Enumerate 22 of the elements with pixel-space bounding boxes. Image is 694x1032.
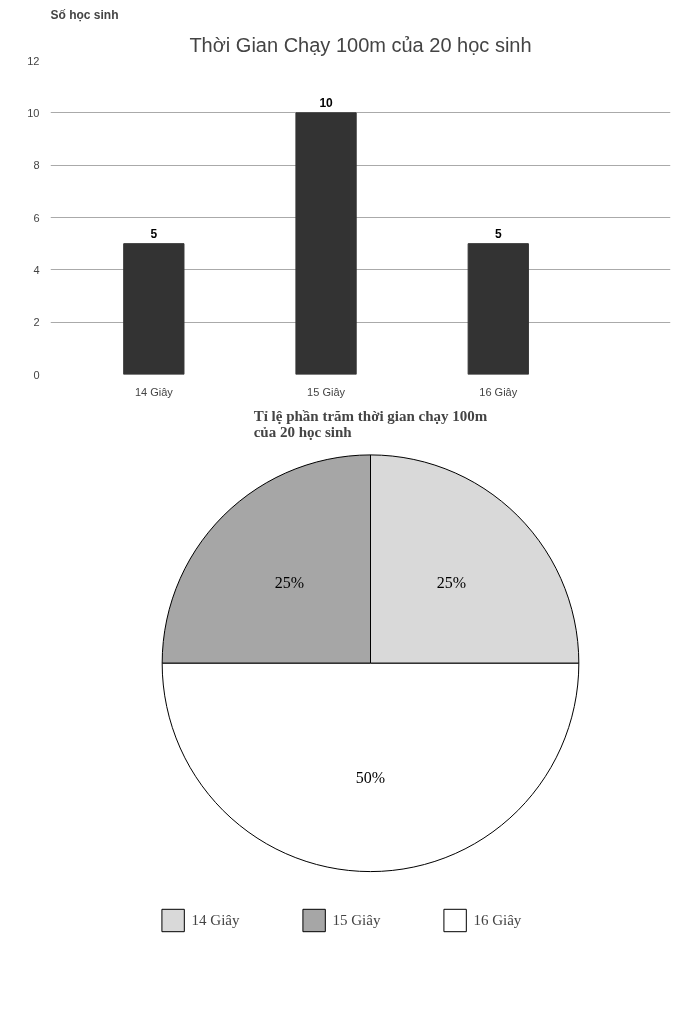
data-label: 5 [150,226,158,241]
y-tick-label: 0 [33,368,40,381]
data-label: 25% [436,573,467,591]
legend-label: 15 Giây [332,911,381,929]
y-tick-label: 12 [27,54,40,67]
y-tick-label: 6 [33,211,40,224]
y-tick-label: 2 [33,316,40,329]
y-tick-label: 4 [33,263,40,276]
x-tick-label: 16 Giây [479,385,518,398]
legend-label: 14 Giây [191,911,240,929]
data-label: 50% [355,769,386,787]
x-tick-label: 15 Giây [307,385,346,398]
data-label: 5 [494,226,502,241]
legend-label: 16 Giây [473,911,522,929]
data-label: 25% [274,573,305,591]
y-tick-label: 10 [27,106,40,119]
data-label: 10 [319,95,334,110]
chart-title: Thời Gian Chạy 100m của 20 học sinh [189,33,532,56]
x-tick-label: 14 Giây [134,385,174,398]
y-tick-label: 8 [33,159,40,172]
chart-title: Tỉ lệ phần trăm thời gian chạy 100m của 20 học sinh [253,407,488,440]
y-axis-title: Số học sinh [50,7,119,22]
